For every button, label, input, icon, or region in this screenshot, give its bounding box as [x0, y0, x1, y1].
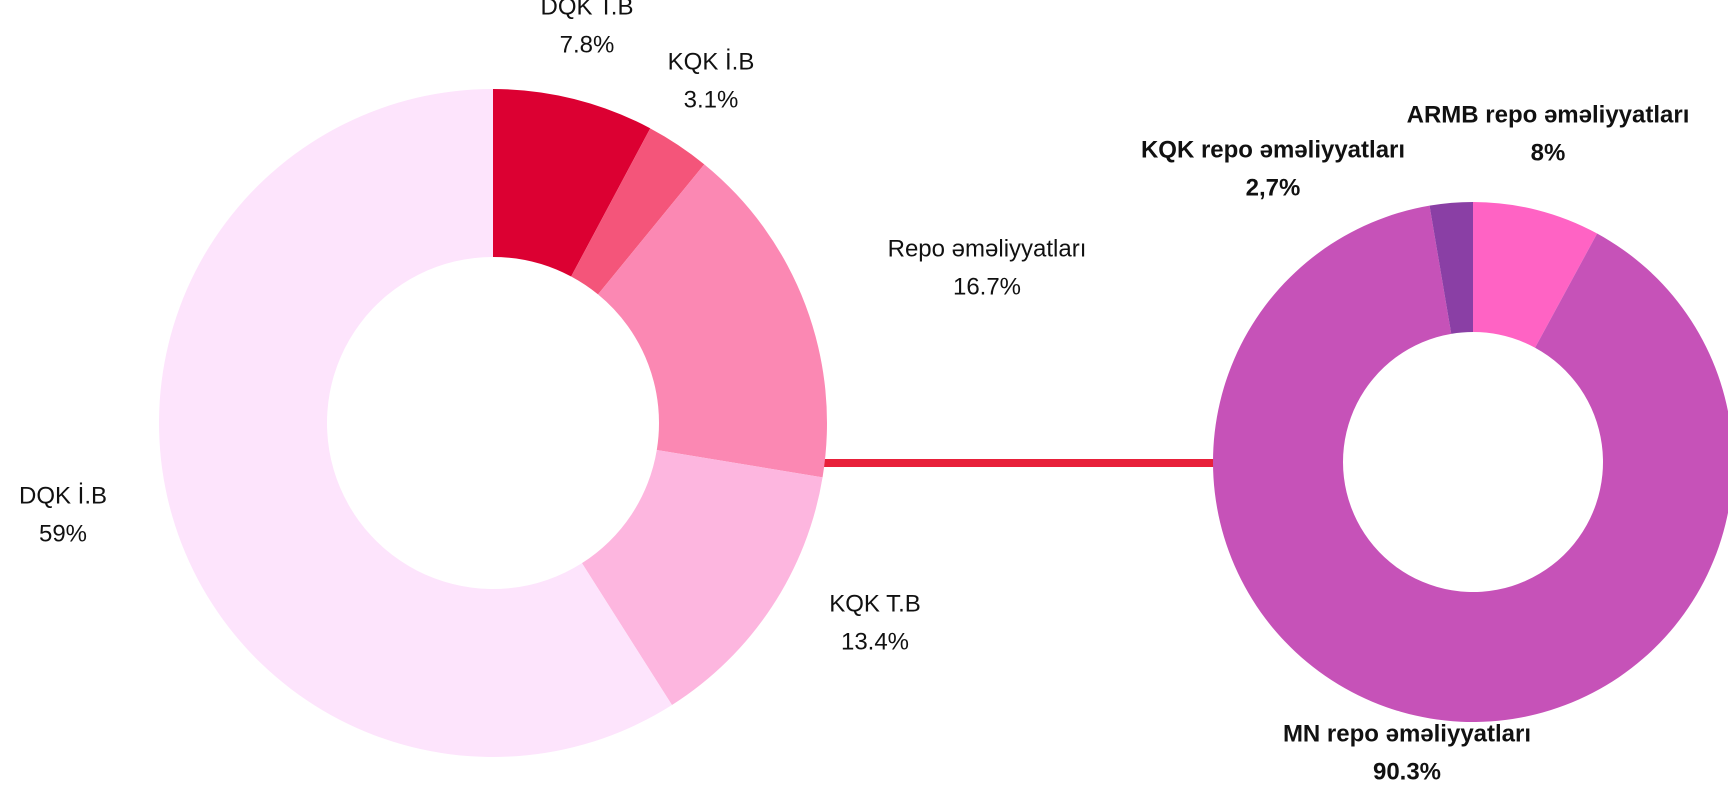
slice	[1473, 202, 1598, 348]
value-label: 3.1%	[684, 86, 739, 113]
slice-label: DQK T.B	[541, 0, 634, 20]
value-label: 16.7%	[953, 273, 1021, 300]
value-label: 2,7%	[1246, 174, 1301, 201]
slice	[571, 128, 705, 295]
slice	[1429, 202, 1473, 334]
value-label: 59%	[39, 520, 87, 547]
slice-label: KQK repo əməliyyatları	[1141, 136, 1405, 163]
value-label: 8%	[1531, 139, 1566, 166]
slice	[581, 449, 823, 706]
slice-label: Repo əməliyyatları	[888, 235, 1087, 262]
slice-label: ARMB repo əməliyyatları	[1407, 101, 1690, 128]
value-label: 13.4%	[841, 628, 909, 655]
slice-label: KQK T.B	[829, 590, 921, 617]
slice-label: KQK İ.B	[668, 48, 755, 75]
left-donut: DQK T.B 7.8% KQK İ.B 3.1% Repo əməliyyatları…	[19, 0, 1086, 757]
slice	[159, 89, 672, 757]
value-label: 90.3%	[1373, 758, 1441, 785]
value-label: 7.8%	[560, 31, 615, 58]
slice	[493, 89, 651, 277]
slice-label: MN repo əməliyyatları	[1283, 720, 1531, 747]
slice	[1213, 205, 1728, 722]
slice	[598, 164, 827, 478]
right-donut: ARMB repo əməliyyatları 8% MN repo əməliyy…	[1141, 101, 1728, 785]
slice-label: DQK İ.B	[19, 482, 107, 509]
